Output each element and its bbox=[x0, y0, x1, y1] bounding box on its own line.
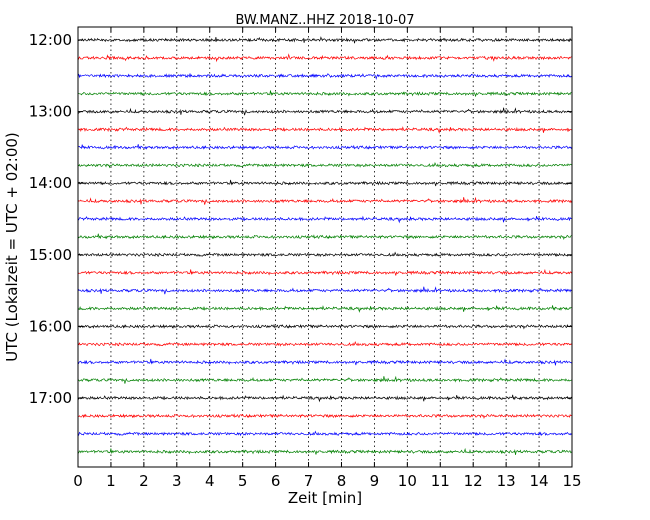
trace-1500 bbox=[77, 251, 572, 258]
trace-1230 bbox=[77, 73, 572, 80]
y-axis-label: UTC (Lokalzeit = UTC + 02:00) bbox=[3, 132, 21, 362]
trace-1730 bbox=[77, 430, 572, 437]
y-tick-label: 15:00 bbox=[29, 246, 72, 264]
x-tick-label: 5 bbox=[238, 472, 248, 490]
trace-1415 bbox=[77, 196, 572, 205]
x-tick-label: 9 bbox=[370, 472, 380, 490]
x-tick-label: 12 bbox=[464, 472, 483, 490]
x-tick-label: 3 bbox=[172, 472, 182, 490]
x-tick-label: 8 bbox=[337, 472, 347, 490]
y-axis: 12:00 13:00 14:00 15:00 16:00 17:00 bbox=[29, 31, 572, 407]
trace-1745 bbox=[77, 447, 572, 455]
trace-1315 bbox=[77, 126, 572, 134]
trace-1215 bbox=[77, 53, 572, 63]
x-tick-label: 2 bbox=[139, 472, 149, 490]
x-tick-label: 11 bbox=[431, 472, 450, 490]
trace-1600 bbox=[77, 323, 572, 330]
y-tick-label: 16:00 bbox=[29, 317, 72, 335]
trace-1200 bbox=[77, 36, 572, 44]
x-tick-label: 0 bbox=[73, 472, 83, 490]
plot-frame bbox=[77, 26, 573, 468]
trace-1445 bbox=[77, 233, 572, 241]
trace-1700 bbox=[77, 394, 572, 403]
trace-1715 bbox=[77, 413, 572, 420]
x-tick-label: 1 bbox=[106, 472, 116, 490]
trace-1300 bbox=[77, 107, 572, 116]
y-tick-label: 14:00 bbox=[29, 174, 72, 192]
x-tick-label: 15 bbox=[562, 472, 581, 490]
x-tick-label: 7 bbox=[304, 472, 314, 490]
trace-1245 bbox=[77, 90, 572, 97]
trace-1530 bbox=[77, 286, 572, 295]
x-tick-label: 14 bbox=[530, 472, 549, 490]
chart-title: BW.MANZ..HHZ 2018-10-07 bbox=[235, 13, 414, 28]
trace-1545 bbox=[77, 305, 572, 313]
trace-1515 bbox=[77, 268, 572, 276]
seismic-traces bbox=[77, 36, 572, 455]
trace-1645 bbox=[77, 375, 572, 384]
x-tick-label: 4 bbox=[205, 472, 215, 490]
trace-1630 bbox=[77, 358, 572, 366]
x-axis: 0 1 2 3 4 5 6 7 8 9 10 11 12 13 14 15 bbox=[73, 27, 582, 490]
x-tick-label: 13 bbox=[497, 472, 516, 490]
x-tick-label: 10 bbox=[398, 472, 417, 490]
trace-1345 bbox=[77, 162, 572, 169]
y-tick-label: 12:00 bbox=[29, 31, 72, 49]
x-tick-label: 6 bbox=[271, 472, 281, 490]
grid-lines bbox=[110, 27, 540, 467]
trace-1400 bbox=[77, 179, 572, 187]
x-axis-label: Zeit [min] bbox=[288, 489, 362, 507]
y-tick-label: 13:00 bbox=[29, 103, 72, 121]
y-tick-label: 17:00 bbox=[29, 389, 72, 407]
trace-1615 bbox=[77, 341, 572, 347]
trace-1330 bbox=[77, 144, 572, 150]
trace-1430 bbox=[77, 215, 572, 224]
